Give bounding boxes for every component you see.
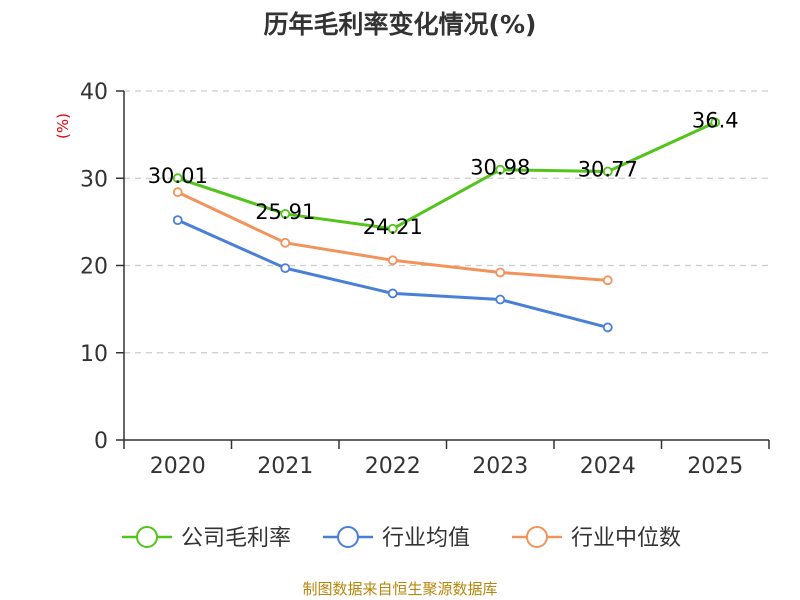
y-tick-label: 40 [80, 80, 108, 105]
x-tick-label: 2022 [365, 454, 421, 479]
data-point[interactable] [280, 209, 291, 219]
x-tick-label: 2025 [687, 454, 743, 479]
data-point[interactable] [710, 117, 721, 128]
data-point[interactable] [387, 288, 398, 299]
data-point[interactable] [172, 187, 183, 198]
legend-item[interactable]: 行业均值 [323, 526, 470, 551]
y-tick-label: 0 [94, 429, 108, 454]
data-label: 30.98 [470, 156, 530, 180]
data-point[interactable] [280, 263, 291, 274]
x-tick-label: 2023 [472, 454, 528, 479]
legend-label: 公司毛利率 [181, 526, 291, 551]
data-point[interactable] [172, 173, 183, 184]
data-source-note: 制图数据来自恒生聚源数据库 [302, 580, 497, 598]
data-label: 30.01 [148, 164, 208, 188]
y-tick-label: 10 [80, 342, 108, 367]
x-tick-label: 2021 [257, 454, 313, 479]
data-point[interactable] [495, 164, 506, 175]
data-point[interactable] [602, 322, 613, 333]
legend-label: 行业均值 [382, 526, 470, 551]
data-point[interactable] [495, 267, 506, 278]
data-point[interactable] [172, 215, 183, 226]
legend-marker [136, 526, 158, 548]
data-label: 25.91 [255, 200, 315, 224]
data-point[interactable] [495, 294, 506, 305]
series-line [177, 121, 716, 231]
data-label: 36.4 [692, 108, 739, 132]
data-point[interactable] [602, 275, 613, 286]
x-tick-label: 2020 [150, 454, 206, 479]
y-tick-label: 20 [80, 255, 108, 280]
data-point[interactable] [387, 255, 398, 266]
y-tick-label: 30 [80, 167, 108, 192]
data-label: 24.21 [363, 215, 423, 239]
legend-marker [526, 526, 548, 548]
y-axis-unit: (%) [54, 113, 72, 139]
data-label: 30.77 [578, 158, 638, 182]
legend-label: 行业中位数 [571, 526, 681, 551]
legend-item[interactable]: 行业中位数 [512, 526, 681, 551]
data-point[interactable] [387, 223, 398, 234]
legend-marker [337, 526, 359, 548]
data-point[interactable] [280, 237, 291, 248]
data-point[interactable] [602, 166, 613, 177]
x-tick-label: 2024 [580, 454, 636, 479]
chart-title: 历年毛利率变化情况(%) [264, 10, 537, 39]
legend-item[interactable]: 公司毛利率 [122, 526, 291, 551]
